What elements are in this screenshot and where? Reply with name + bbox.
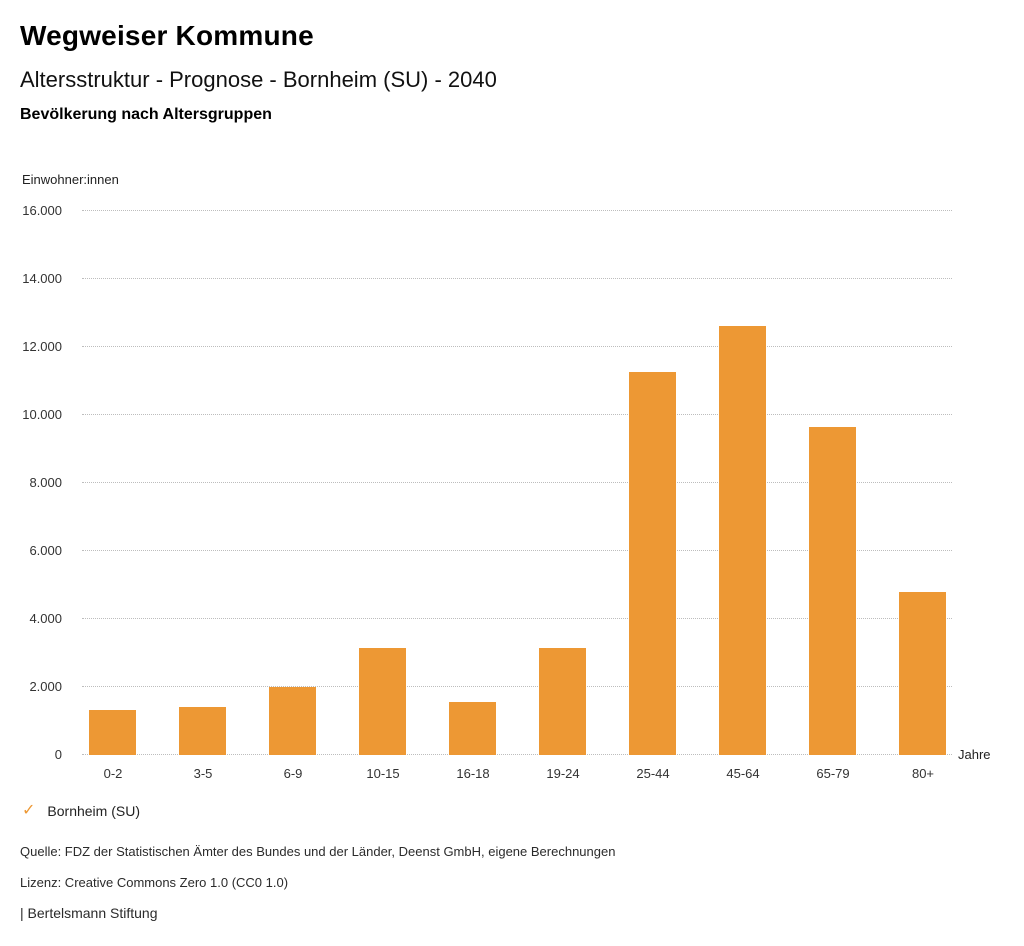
footer-license: Lizenz: Creative Commons Zero 1.0 (CC0 1… [20,875,289,890]
bar-25-44[interactable] [629,372,676,755]
x-axis-title: Jahre [958,747,991,762]
bar-65-79[interactable] [809,427,856,755]
x-tick-label: 19-24 [546,766,580,781]
gridline [82,414,952,415]
check-icon: ✓ [22,802,36,819]
footer-attribution: | Bertelsmann Stiftung [20,905,158,921]
bar-45-64[interactable] [719,326,766,755]
x-tick-label: 45-64 [726,766,760,781]
gridline [82,346,952,347]
y-axis-title: Einwohner:innen [22,172,119,187]
x-tick-label: 25-44 [636,766,670,781]
page-title: Wegweiser Kommune [20,20,314,51]
y-tick-label: 6.000 [29,543,62,558]
bar-3-5[interactable] [179,707,226,755]
x-tick-label: 0-2 [103,766,123,781]
y-tick-label: 14.000 [22,271,62,286]
bar-80+[interactable] [899,592,946,755]
page-subtitle: Altersstruktur - Prognose - Bornheim (SU… [20,67,497,92]
x-tick-label: 3-5 [193,766,213,781]
bar-16-18[interactable] [449,702,496,755]
gridline [82,482,952,483]
y-tick-label: 10.000 [22,407,62,422]
bar-19-24[interactable] [539,648,586,755]
x-tick-label: 80+ [911,766,935,781]
gridline [82,754,952,755]
y-tick-label: 12.000 [22,339,62,354]
x-tick-label: 6-9 [283,766,303,781]
y-tick-label: 16.000 [22,203,62,218]
footer-source: Quelle: FDZ der Statistischen Ämter des … [20,844,616,859]
bar-chart: 0-2 3-5 6-9 10-15 16-18 19-24 25-44 45-64 65-79 8… [0,203,1024,801]
x-tick-label: 16-18 [456,766,490,781]
plot-area: 0-2 3-5 6-9 10-15 16-18 19-24 25-44 45-64 65-79 8… [82,210,952,781]
gridline [82,550,952,551]
legend-item-bornheim[interactable]: ✓ Bornheim (SU) [22,802,140,820]
y-tick-label: 0 [54,747,62,762]
gridline [82,210,952,211]
y-tick-label: 2.000 [29,679,62,694]
gridline [82,686,952,687]
bar-6-9[interactable] [269,687,316,755]
y-tick-label: 4.000 [29,611,62,626]
legend-label: Bornheim (SU) [47,803,140,819]
gridline [82,278,952,279]
chart-heading: Bevölkerung nach Altersgruppen [20,106,272,123]
x-tick-label: 65-79 [816,766,850,781]
bar-10-15[interactable] [359,648,406,755]
x-tick-label: 10-15 [366,766,400,781]
y-tick-label: 8.000 [29,475,62,490]
bar-0-2[interactable] [89,710,136,755]
gridline [82,618,952,619]
